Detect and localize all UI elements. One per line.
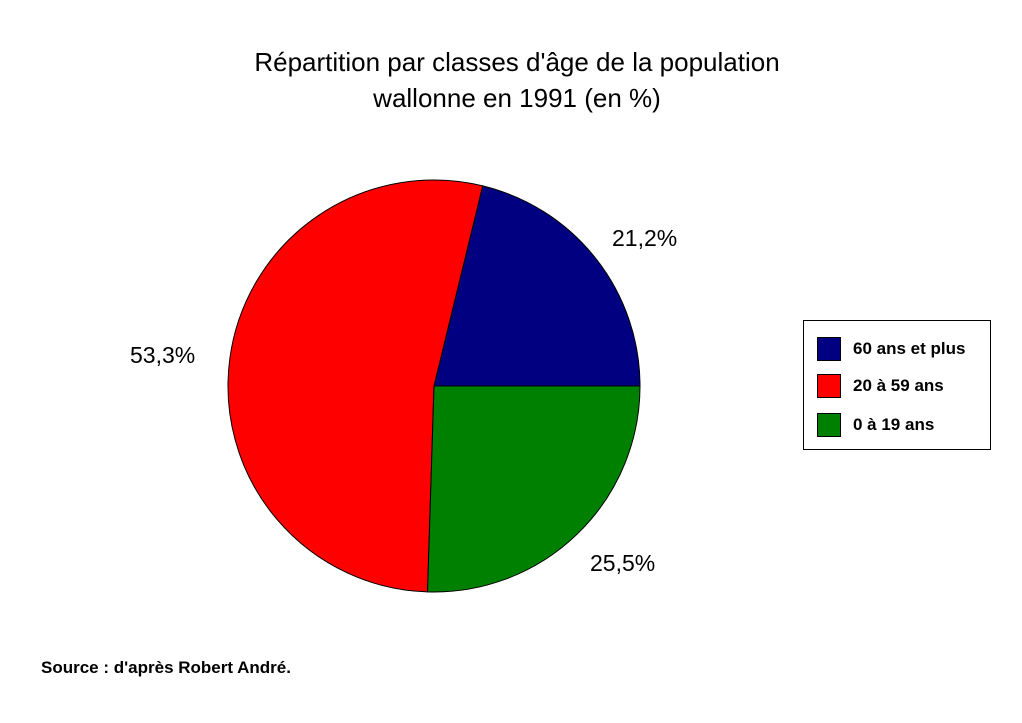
chart-legend: 60 ans et plus 20 à 59 ans 0 à 19 ans	[803, 320, 991, 450]
legend-item-60-plus: 60 ans et plus	[817, 337, 965, 361]
legend-label-0-19: 0 à 19 ans	[853, 415, 935, 434]
legend-label-20-59: 20 à 59 ans	[853, 376, 944, 395]
data-label-60-plus: 21,2%	[612, 225, 677, 251]
legend-item-0-19: 0 à 19 ans	[817, 413, 934, 437]
slice-20-59	[227, 179, 484, 593]
legend-swatch-20-59	[817, 374, 841, 398]
data-label-0-19: 25,5%	[590, 550, 655, 576]
source-note: Source : d'après Robert André.	[41, 658, 291, 677]
legend-item-20-59: 20 à 59 ans	[817, 374, 944, 398]
chart-subtitle: wallonne en 1991 (en %)	[373, 83, 661, 113]
chart-title: Répartition par classes d'âge de la popu…	[254, 47, 780, 77]
data-label-20-59: 53,3%	[130, 342, 195, 368]
legend-swatch-60-plus	[817, 337, 841, 361]
slice-60-plus	[433, 185, 641, 387]
slice-0-19	[427, 385, 641, 593]
legend-label-60-plus: 60 ans et plus	[853, 339, 966, 358]
legend-swatch-0-19	[817, 413, 841, 437]
